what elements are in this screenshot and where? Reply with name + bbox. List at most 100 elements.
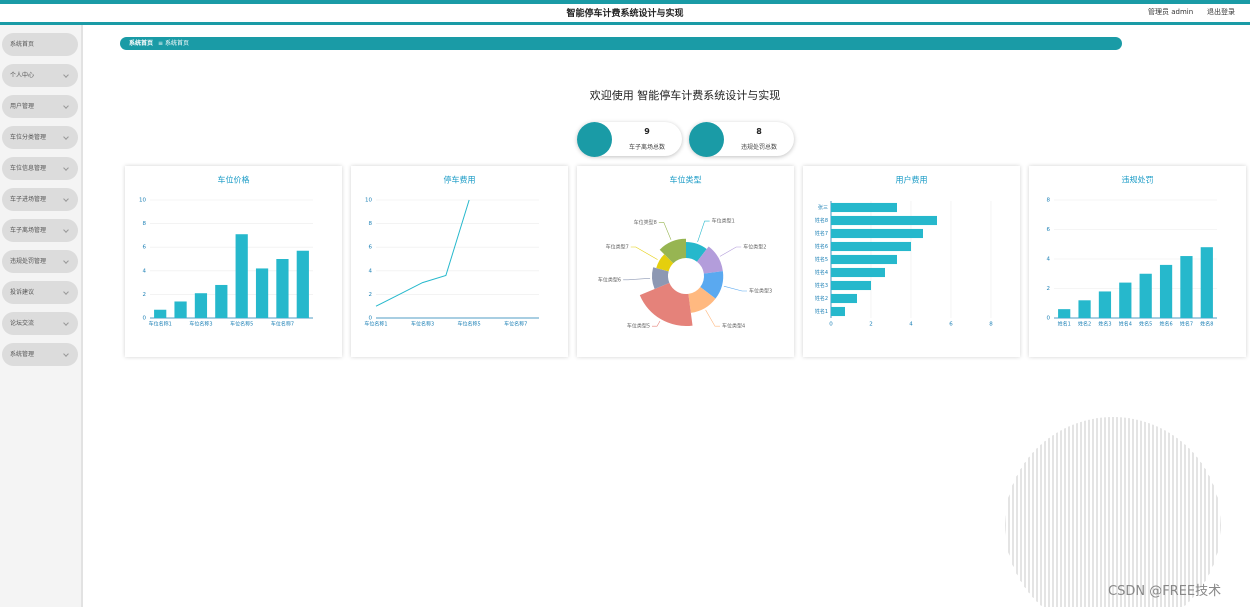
bar [831, 306, 845, 317]
pie-slice [652, 267, 670, 290]
slice-label: 车位类型2 [743, 244, 766, 251]
bar [1200, 247, 1213, 318]
user-name: 管理员 admin [1148, 8, 1194, 16]
menu-label: 违规处罚管理 [10, 258, 47, 265]
x-tick-label: 6 [949, 322, 953, 328]
menu-item[interactable]: 车位信息管理 [2, 157, 78, 180]
pie-slice [696, 246, 723, 274]
menu-label: 车位信息管理 [10, 165, 47, 172]
menu-item[interactable]: 车子离场管理 [2, 219, 78, 242]
chart: 停车费用 0 2 4 6 8 10 车位名称1 车位名称3 车位名称5 车位名称7 [364, 175, 539, 328]
bar [831, 215, 937, 226]
chevron [63, 72, 69, 78]
striped-circle [1005, 417, 1221, 607]
x-tick-label: 姓名4 [1119, 321, 1132, 328]
chart-title: 用户费用 [896, 175, 928, 185]
pie-slice [639, 282, 693, 326]
menu-item[interactable]: 车位分类管理 [2, 126, 78, 149]
x-tick-label: 车位名称1 [364, 321, 387, 328]
decoration [1005, 417, 1221, 607]
logout[interactable]: 退出登录 [1207, 8, 1235, 16]
menu-label: 论坛交流 [10, 320, 35, 327]
menu-item[interactable]: 个人中心 [2, 64, 78, 87]
x-tick-label: 车位名称5 [458, 321, 481, 328]
chevron [63, 227, 69, 233]
y-tick-label: 8 [369, 221, 373, 227]
menu-label: 个人中心 [10, 72, 35, 79]
chart-card: 违规处罚 0 2 4 6 8 姓名1 姓名2 姓名3 姓名4 姓名5 姓名6 姓名7 姓名8 [1029, 166, 1246, 357]
stat-value: 8 [756, 127, 762, 136]
bar [831, 267, 885, 278]
label-line [652, 320, 661, 327]
chart: 车位价格 0 2 4 6 8 10 车位名称1 车位名称3 车位名称5 车位名称7 [139, 175, 313, 328]
x-tick-label: 车位名称1 [149, 321, 172, 328]
slice-label: 车位类型1 [712, 218, 735, 225]
label-line [719, 246, 742, 257]
bar [154, 309, 167, 318]
menu-item[interactable]: 投诉建议 [2, 281, 78, 304]
chevron [63, 165, 69, 171]
x-tick-label: 车位名称5 [230, 321, 253, 328]
label-line [697, 220, 710, 243]
x-tick-label: 8 [989, 322, 993, 328]
x-tick-label: 车位名称7 [271, 321, 294, 328]
y-tick-label: 姓名3 [815, 282, 828, 289]
y-tick-label: 10 [365, 198, 372, 204]
y-tick-label: 姓名6 [815, 243, 828, 250]
menu-item[interactable]: 车子进场管理 [2, 188, 78, 211]
chart-card: 用户费用 0 2 4 6 8 姓名1 姓名2 姓名3 姓名4 姓名5 姓名6 姓名7 姓名8 张三 [803, 166, 1020, 357]
menu-label: 车子离场管理 [10, 227, 47, 234]
pie-slice [700, 271, 724, 299]
menu-label: 用户管理 [10, 103, 35, 110]
menu-item[interactable]: 系统管理 [2, 343, 78, 366]
pie-slice [659, 238, 686, 264]
bar [296, 250, 309, 318]
chart-card: 车位价格 0 2 4 6 8 10 车位名称1 车位名称3 车位名称5 车位名称7 [125, 166, 342, 357]
label-line [658, 222, 672, 240]
chart-card: 车位类型 车位类型1 车位类型2 车位类型3 车位类型4 车位类型5 车位类型6 车位类型7 车… [577, 166, 794, 357]
y-tick-label: 2 [369, 292, 373, 298]
x-tick-label: 2 [869, 322, 873, 328]
bar [1119, 282, 1132, 318]
sidebar: 系统首页个人中心用户管理车位分类管理车位信息管理 车子进场管理 车子离场管理 违规处罚… [0, 25, 83, 607]
crumb-sep: ≡ [158, 40, 164, 47]
x-tick-label: 姓名8 [1200, 321, 1213, 328]
chart-title: 车位类型 [670, 175, 702, 185]
y-tick-label: 张三 [818, 204, 828, 211]
x-tick-label: 姓名5 [1139, 321, 1152, 328]
bar [831, 293, 857, 304]
bar [1058, 309, 1071, 318]
menu-label: 车子进场管理 [10, 196, 47, 203]
line [375, 199, 470, 307]
stat-card: 9 车子离场总数 [577, 122, 682, 157]
x-tick-label: 车位名称3 [411, 321, 434, 328]
menu-label: 系统首页 [10, 41, 35, 48]
stat-label: 车子离场总数 [628, 144, 665, 151]
crumb-home[interactable]: 系统首页 [129, 40, 154, 47]
menu-item[interactable]: 用户管理 [2, 95, 78, 118]
chart: 用户费用 0 2 4 6 8 姓名1 姓名2 姓名3 姓名4 姓名5 姓名6 姓名7 姓名8 张三 [815, 175, 993, 328]
y-tick-label: 10 [139, 198, 146, 204]
menu-item[interactable]: 论坛交流 [2, 312, 78, 335]
stat-card: 8 违规处罚总数 [689, 122, 794, 157]
breadcrumb: 系统首页 ≡ 系统首页 [120, 37, 1122, 50]
x-tick-label: 姓名3 [1098, 321, 1111, 328]
menu-item[interactable]: 系统首页 [2, 33, 78, 56]
crumb-current: 系统首页 [165, 40, 190, 47]
bar [1159, 264, 1173, 318]
y-tick-label: 4 [143, 268, 147, 274]
x-tick-label: 车位名称3 [189, 321, 212, 328]
slice-label: 车位类型8 [634, 219, 657, 226]
bar [1180, 256, 1193, 318]
bar [831, 202, 897, 213]
chart: 违规处罚 0 2 4 6 8 姓名1 姓名2 姓名3 姓名4 姓名5 姓名6 姓名7 姓名8 [1047, 175, 1217, 328]
menu-item[interactable]: 违规处罚管理 [2, 250, 78, 273]
chart-title: 违规处罚 [1122, 175, 1154, 185]
bar [194, 293, 208, 318]
label-line [623, 278, 651, 281]
y-tick-label: 姓名4 [815, 269, 828, 276]
pie-slice [688, 286, 716, 313]
slice-label: 车位类型4 [722, 323, 745, 330]
x-tick-label: 姓名7 [1180, 321, 1193, 328]
y-tick-label: 0 [1047, 316, 1051, 322]
